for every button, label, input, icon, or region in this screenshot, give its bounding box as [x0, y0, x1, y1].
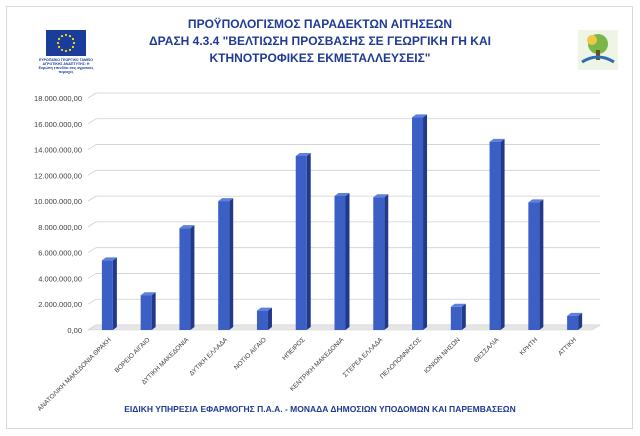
bar [101, 260, 113, 330]
gridline-depth [87, 298, 97, 305]
footer-text: ΕΙΔΙΚΗ ΥΠΗΡΕΣΙΑ ΕΦΑΡΜΟΓΗΣ Π.Α.Α. - ΜΟΝΑΔ… [124, 404, 516, 414]
y-tick-label: 10.000.000,00 [34, 197, 82, 206]
x-tick-label: ΣΤΕΡΕΑ ΕΛΛΑΔΑ [342, 336, 385, 379]
gridline-depth [87, 92, 97, 99]
gridline-depth [87, 273, 97, 279]
bar-side [229, 198, 234, 330]
x-tick-label: ΠΕΛΟΠΟΝΝΗΣΟΣ [379, 336, 423, 380]
bar [334, 195, 346, 330]
bar-side [151, 292, 156, 330]
gridline-depth [87, 221, 97, 228]
eu-star-icon [71, 45, 75, 49]
bar [567, 315, 579, 330]
bar [140, 295, 152, 330]
bar-side [267, 307, 272, 330]
bar-side [190, 225, 195, 330]
x-tick-label: ΑΤΤΙΚΗ [557, 336, 578, 357]
eu-star-icon [64, 33, 68, 37]
bar-top [567, 312, 583, 316]
x-tick-label: ΙΟΝΙΩΝ ΝΗΣΩΝ [423, 336, 462, 375]
bar [179, 228, 191, 330]
bar [373, 197, 385, 330]
chart-subtitle: ΔΡΑΣΗ 4.3.4 "ΒΕΛΤΙΩΣΗ ΠΡΟΣΒΑΣΗΣ ΣΕ ΓΕΩΡΓ… [149, 34, 491, 65]
gridline-depth [87, 247, 97, 254]
y-tick-label: 0,00 [67, 326, 82, 335]
eu-caption: ΕΥΡΩΠΑΪΚΟ ΓΕΩΡΓΙΚΟ ΤΑΜΕΙΟ ΑΓΡΟΤΙΚΗΣ ΑΝΑΠ… [38, 58, 94, 74]
rural-development-logo [578, 30, 618, 70]
y-tick-label: 16.000.000,00 [34, 120, 82, 129]
bar-side [112, 257, 117, 330]
eu-star-icon [71, 37, 75, 41]
bar-side [384, 194, 389, 330]
gridline-depth [87, 118, 97, 125]
eu-star-icon [60, 48, 64, 52]
bar-side [500, 138, 505, 330]
bar [412, 117, 424, 330]
chart-title: ΠΡΟΫΠΟΛΟΓΙΣΜΟΣ ΠΑΡΑΔΕΚΤΩΝ ΑΙΤΗΣΕΩΝ [187, 17, 453, 31]
y-tick-label: 4.000.000,00 [38, 274, 82, 283]
bar-top [528, 199, 544, 203]
x-tick-label: ΝΟΤΙΟ ΑΙΓΑΙΟ [233, 336, 268, 371]
bar-top [373, 194, 389, 198]
bar-side [306, 153, 311, 330]
bar-top [489, 138, 505, 142]
bar-side [461, 303, 466, 330]
bar [528, 202, 540, 330]
eu-star-icon [68, 48, 72, 52]
bar-top [179, 225, 195, 229]
eu-star-icon [64, 49, 68, 53]
gridline-depth [87, 195, 97, 202]
bar-top [450, 303, 466, 307]
bar [295, 156, 307, 330]
bar [450, 306, 462, 330]
x-tick-label: ΔΥΤΙΚΗ ΕΛΛΑΔΑ [188, 336, 229, 377]
gridline-depth [87, 144, 97, 150]
bar [489, 141, 501, 330]
bar-top [140, 292, 156, 296]
y-tick-label: 6.000.000,00 [38, 249, 82, 258]
bar-top [256, 307, 272, 311]
eu-logo: ΕΥΡΩΠΑΪΚΟ ΓΕΩΡΓΙΚΟ ΤΑΜΕΙΟ ΑΓΡΟΤΙΚΗΣ ΑΝΑΠ… [36, 30, 96, 74]
eu-star-icon [57, 37, 61, 41]
bar-top [218, 198, 234, 202]
bar-top [101, 257, 117, 261]
bar-top [295, 153, 311, 156]
x-tick-label: ΒΟΡΕΙΟ ΑΙΓΑΙΟ [114, 336, 152, 374]
bar-side [423, 114, 428, 330]
eu-star-icon [56, 41, 60, 45]
gridline-depth [87, 169, 97, 176]
x-tick-label: ΗΠΕΙΡΟΣ [281, 336, 306, 361]
y-tick-label: 18.000.000,00 [34, 94, 82, 103]
y-tick-label: 14.000.000,00 [34, 146, 82, 155]
x-tick-label: ΑΝΑΤΟΛΙΚΗ ΜΑΚΕΔΟΝΙΑ ΘΡΑΚΗ [36, 336, 113, 413]
bar-side [578, 312, 583, 330]
bar-side [539, 199, 544, 330]
eu-star-icon [57, 45, 61, 49]
bar-top [334, 192, 350, 196]
y-tick-label: 2.000.000,00 [38, 300, 82, 309]
bar [218, 201, 230, 330]
bar-top [412, 114, 428, 118]
eu-star-icon [68, 34, 72, 38]
bar [256, 310, 268, 330]
x-tick-label: ΘΕΣΣΑΛΙΑ [473, 336, 501, 364]
eu-star-icon [72, 41, 76, 45]
eu-star-icon [60, 34, 64, 38]
x-tick-label: ΚΡΗΤΗ [519, 336, 540, 357]
y-tick-label: 12.000.000,00 [34, 171, 82, 180]
bar-side [345, 192, 350, 330]
y-tick-label: 8.000.000,00 [38, 223, 82, 232]
eu-flag-icon [46, 30, 86, 56]
